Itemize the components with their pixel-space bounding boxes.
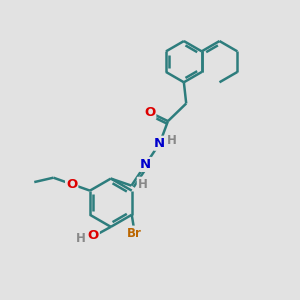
Text: O: O — [66, 178, 77, 191]
Text: N: N — [140, 158, 151, 171]
Text: O: O — [144, 106, 155, 119]
Text: H: H — [76, 232, 85, 245]
Text: H: H — [167, 134, 176, 147]
Text: H: H — [138, 178, 148, 191]
Text: Br: Br — [127, 226, 142, 239]
Text: O: O — [88, 229, 99, 242]
Text: N: N — [154, 137, 165, 150]
